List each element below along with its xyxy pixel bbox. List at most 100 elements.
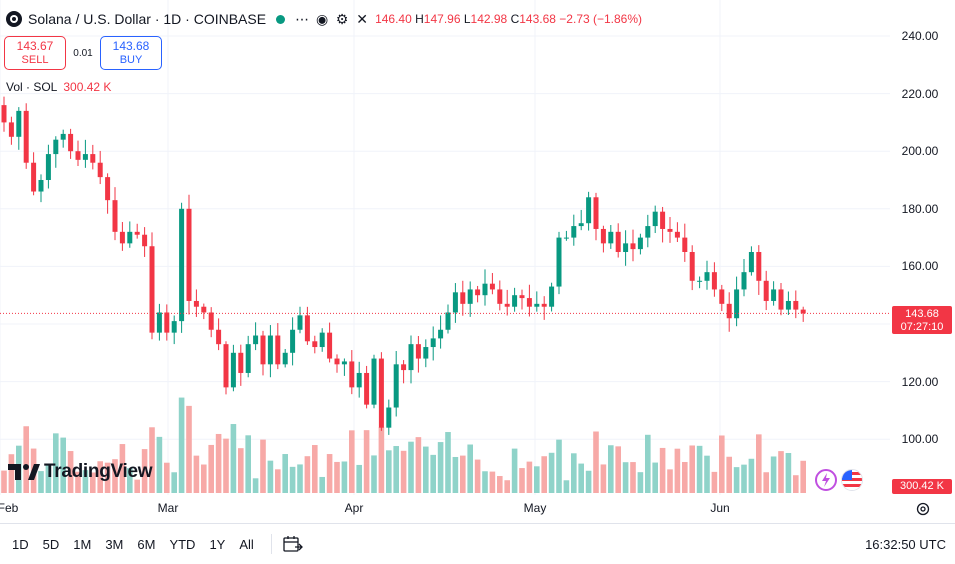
volume-bar — [104, 462, 111, 493]
candle-body — [319, 332, 325, 348]
sell-price: 143.67 — [16, 39, 54, 53]
volume-bar — [541, 456, 547, 493]
candle-body — [660, 211, 666, 229]
candle-body — [748, 252, 754, 273]
candle-body — [31, 162, 37, 192]
candle-body — [711, 272, 717, 290]
candle-body — [90, 154, 96, 163]
volume-bar — [386, 450, 392, 493]
price-chart[interactable] — [0, 0, 890, 495]
candle-body — [563, 237, 569, 239]
tradingview-logo[interactable]: TradingView — [8, 461, 153, 483]
candle-body — [97, 162, 103, 178]
candle-body — [216, 329, 222, 345]
candle-body — [586, 197, 592, 224]
volume-bar — [23, 426, 29, 493]
volume-bar — [334, 461, 340, 493]
candle-body — [401, 364, 407, 371]
volume-bar — [585, 470, 592, 493]
time-axis[interactable]: Feb Mar Apr May Jun — [0, 495, 955, 519]
volume-bar — [548, 452, 555, 493]
volume-bar — [600, 464, 607, 493]
goto-date-icon[interactable] — [282, 533, 304, 555]
candle-body — [297, 315, 303, 330]
price-axis[interactable]: 240.00220.00200.00180.00160.00140.00120.… — [890, 0, 955, 495]
volume-bar — [785, 453, 792, 493]
ohlc-values: 146.40 H147.96 L142.98 C143.68 −2.73 (−1… — [375, 12, 642, 26]
ohlc-change: −2.73 (−1.86%) — [559, 12, 643, 26]
volume-bar — [312, 445, 318, 493]
candle-body — [349, 361, 355, 388]
range-ytd[interactable]: YTD — [169, 536, 196, 552]
candle-body — [53, 139, 59, 155]
utc-clock[interactable]: 16:32:50 UTC — [865, 536, 946, 552]
candle-body — [356, 372, 362, 388]
volume-bar — [571, 453, 577, 493]
close-icon[interactable]: ✕ — [356, 10, 368, 27]
volume-bar — [289, 466, 296, 493]
candle-body — [290, 329, 296, 353]
candle-body — [408, 344, 414, 371]
ohlc-high: 147.96 — [423, 12, 461, 26]
sell-button[interactable]: 143.67 SELL — [4, 36, 66, 70]
range-3m[interactable]: 3M — [105, 536, 124, 552]
volume-bar — [75, 471, 81, 493]
candle-body — [600, 228, 606, 244]
volume-bar — [489, 471, 496, 493]
settings-gear-icon[interactable] — [913, 499, 933, 519]
range-all[interactable]: All — [239, 536, 254, 552]
volume-bar — [363, 430, 370, 493]
candle-body — [186, 208, 192, 301]
eye-icon[interactable]: ◉ — [315, 10, 329, 27]
candle-body — [704, 272, 710, 281]
symbol-title[interactable]: Solana / U.S. Dollar · 1D · COINBASE — [28, 11, 267, 27]
range-1m[interactable]: 1M — [73, 536, 92, 552]
tradingview-logo-icon — [8, 464, 40, 480]
volume-bar — [171, 472, 177, 493]
volume-bar — [201, 464, 207, 493]
range-1y[interactable]: 1Y — [209, 536, 226, 552]
volume-bar — [748, 458, 755, 493]
candle-body — [327, 332, 333, 359]
candle-body — [682, 237, 688, 252]
settings-icon[interactable]: ⚙ — [335, 10, 349, 27]
volume-bar — [119, 444, 126, 493]
volume-bar — [400, 450, 407, 493]
volume-bar — [267, 460, 274, 493]
candle-body — [45, 154, 51, 180]
volume-bar — [659, 447, 666, 493]
volume-bar — [430, 454, 436, 493]
volume-bar — [741, 464, 747, 493]
volume-bar — [60, 437, 66, 493]
candle-body — [393, 364, 399, 408]
candle-body — [645, 226, 651, 238]
volume-bar — [149, 427, 155, 493]
volume-legend[interactable]: Vol · SOL 300.42 K — [6, 80, 111, 94]
volume-bar — [593, 431, 599, 493]
volume-bar — [497, 476, 503, 493]
range-6m[interactable]: 6M — [137, 536, 156, 552]
us-flag-icon[interactable] — [841, 469, 863, 491]
volume-bar — [215, 433, 222, 493]
candle-body — [615, 231, 621, 252]
volume-bar — [793, 475, 799, 493]
volume-bar — [563, 480, 570, 493]
candle-body — [119, 231, 125, 244]
volume-bar — [696, 445, 703, 493]
range-5d[interactable]: 5D — [42, 536, 60, 552]
buy-price: 143.68 — [112, 39, 150, 53]
volume-bar — [53, 433, 59, 493]
volume-bar — [252, 478, 259, 493]
toolbar-divider — [270, 534, 272, 554]
candle-body — [608, 231, 614, 244]
volume-bar — [682, 461, 688, 493]
lightning-icon[interactable] — [815, 469, 837, 491]
more-icon[interactable]: ⋯ — [295, 10, 310, 27]
buy-button[interactable]: 143.68 BUY — [100, 36, 162, 70]
volume-bar — [437, 442, 444, 493]
range-1d[interactable]: 1D — [12, 536, 29, 552]
candle-body — [16, 110, 22, 137]
candle-body — [630, 243, 636, 250]
volume-bar — [341, 461, 348, 493]
time-tick-label: Jun — [710, 501, 730, 515]
